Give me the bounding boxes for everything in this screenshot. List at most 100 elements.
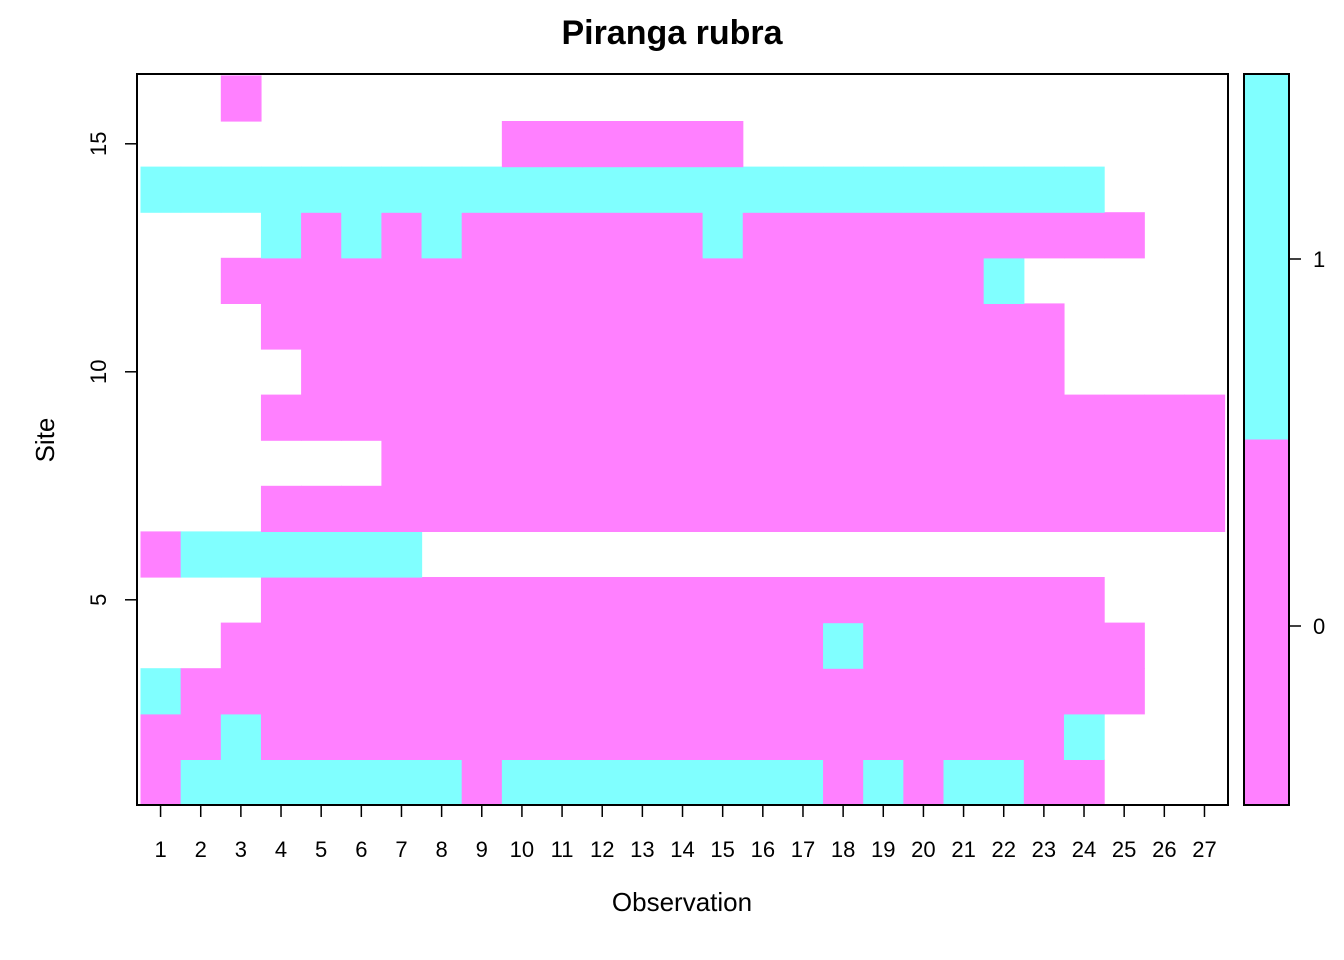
- heatmap-cell: [301, 166, 342, 213]
- heatmap-cell: [1023, 622, 1065, 669]
- x-tick-label: 16: [751, 837, 775, 862]
- heatmap-cell: [903, 303, 945, 350]
- heatmap-cell: [582, 303, 623, 350]
- heatmap-cell: [983, 212, 1025, 259]
- heatmap-cell: [662, 759, 704, 806]
- heatmap-cell: [662, 349, 704, 396]
- heatmap-cell: [461, 668, 503, 715]
- heatmap-cell: [260, 759, 302, 806]
- heatmap-cell: [622, 440, 664, 487]
- heatmap-cell: [983, 622, 1025, 669]
- heatmap-cell: [903, 212, 945, 259]
- heatmap-cell: [662, 303, 704, 350]
- legend-swatch: [1244, 439, 1289, 805]
- heatmap-cell: [220, 622, 262, 669]
- heatmap-cell: [542, 303, 583, 350]
- heatmap-cell: [260, 577, 302, 624]
- heatmap-cell: [903, 577, 945, 624]
- heatmap-cell: [542, 713, 583, 760]
- heatmap-cell: [943, 257, 985, 304]
- heatmap-cell: [461, 257, 503, 304]
- heatmap-cell: [582, 577, 623, 624]
- heatmap-cell: [662, 394, 704, 441]
- heatmap-cell: [140, 668, 182, 715]
- heatmap-cell: [180, 166, 222, 213]
- heatmap-cell: [662, 166, 704, 213]
- heatmap-cell: [220, 713, 262, 760]
- heatmap-cell: [381, 394, 423, 441]
- heatmap-cell: [702, 349, 744, 396]
- x-tick-label: 27: [1192, 837, 1216, 862]
- heatmap-cell: [742, 394, 784, 441]
- heatmap-cell: [823, 485, 864, 532]
- heatmap-cell: [301, 394, 342, 441]
- heatmap-cell: [782, 759, 824, 806]
- heatmap-cell: [341, 394, 382, 441]
- heatmap-cell: [341, 759, 382, 806]
- heatmap-cell: [501, 622, 543, 669]
- heatmap-cell: [421, 166, 463, 213]
- heatmap-cell: [260, 668, 302, 715]
- heatmap-cell: [180, 668, 222, 715]
- heatmap-cell: [421, 577, 463, 624]
- heatmap-cell: [1023, 394, 1065, 441]
- heatmap-cell: [742, 212, 784, 259]
- x-tick-label: 10: [510, 837, 534, 862]
- x-tick-label: 4: [275, 837, 287, 862]
- heatmap-cell: [983, 485, 1025, 532]
- heatmap-cell: [220, 531, 262, 578]
- heatmap-cell: [622, 349, 664, 396]
- legend-frame: [1243, 73, 1290, 806]
- heatmap-cell: [702, 394, 744, 441]
- heatmap-cell: [702, 668, 744, 715]
- heatmap-cell: [983, 349, 1025, 396]
- heatmap-cell: [341, 622, 382, 669]
- heatmap-cell: [863, 166, 904, 213]
- heatmap-cell: [260, 212, 302, 259]
- heatmap-cell: [983, 577, 1025, 624]
- heatmap-cell: [582, 622, 623, 669]
- heatmap-cell: [863, 485, 904, 532]
- heatmap-cell: [381, 212, 423, 259]
- heatmap-cell: [140, 166, 182, 213]
- y-tick-label: 10: [86, 360, 111, 384]
- heatmap-cell: [1023, 440, 1065, 487]
- heatmap-cell: [742, 713, 784, 760]
- heatmap-cell: [983, 257, 1025, 304]
- heatmap-cell: [662, 440, 704, 487]
- heatmap-cell: [421, 713, 463, 760]
- heatmap-cell: [501, 349, 543, 396]
- heatmap-cell: [421, 485, 463, 532]
- heatmap-cell: [220, 257, 262, 304]
- heatmap-cell: [1184, 440, 1226, 487]
- heatmap-cell: [542, 121, 583, 168]
- heatmap-cell: [582, 212, 623, 259]
- heatmap-cell: [1104, 485, 1145, 532]
- heatmap-cell: [461, 212, 503, 259]
- y-tick-label: 15: [86, 132, 111, 156]
- heatmap-cell: [501, 303, 543, 350]
- heatmap-cell: [301, 349, 342, 396]
- heatmap-cell: [903, 622, 945, 669]
- heatmap-cell: [461, 440, 503, 487]
- heatmap-cell: [742, 668, 784, 715]
- heatmap-cell: [702, 303, 744, 350]
- heatmap-cell: [782, 394, 824, 441]
- heatmap-cell: [582, 440, 623, 487]
- heatmap-cell: [1184, 485, 1226, 532]
- heatmap-cell: [260, 485, 302, 532]
- heatmap-cell: [542, 166, 583, 213]
- heatmap-cell: [903, 440, 945, 487]
- x-tick-label: 3: [235, 837, 247, 862]
- heatmap-cell: [662, 212, 704, 259]
- heatmap-cell: [863, 303, 904, 350]
- heatmap-cell: [140, 713, 182, 760]
- heatmap-cell: [943, 440, 985, 487]
- heatmap-cell: [1023, 485, 1065, 532]
- heatmap-cell: [863, 212, 904, 259]
- heatmap-cell: [341, 668, 382, 715]
- y-axis-title: Site: [30, 418, 60, 463]
- heatmap-cell: [1104, 212, 1145, 259]
- x-tick-label: 12: [590, 837, 614, 862]
- heatmap-cell: [622, 166, 664, 213]
